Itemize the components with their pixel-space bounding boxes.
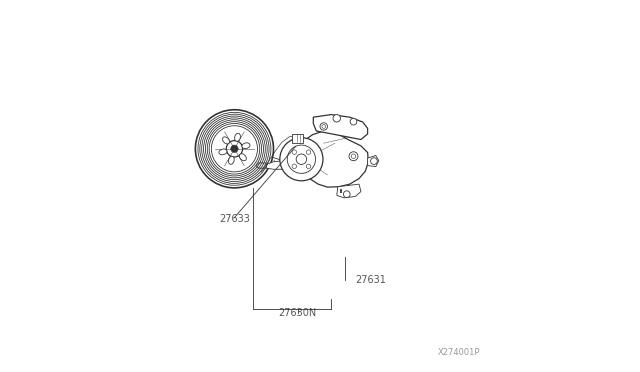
Circle shape: [333, 115, 340, 122]
Circle shape: [349, 152, 358, 161]
Polygon shape: [367, 155, 379, 167]
Circle shape: [287, 145, 316, 173]
Circle shape: [307, 150, 311, 154]
Text: 27631: 27631: [355, 275, 386, 285]
FancyBboxPatch shape: [292, 134, 303, 143]
Ellipse shape: [239, 154, 246, 161]
Text: 27633: 27633: [220, 215, 250, 224]
Ellipse shape: [219, 149, 227, 155]
Circle shape: [231, 145, 238, 153]
Ellipse shape: [235, 133, 241, 141]
Text: 27630N: 27630N: [278, 308, 317, 318]
Circle shape: [211, 126, 257, 172]
Circle shape: [350, 118, 357, 125]
Circle shape: [292, 150, 296, 154]
Polygon shape: [303, 131, 369, 187]
Ellipse shape: [228, 156, 234, 164]
Circle shape: [344, 191, 350, 198]
Ellipse shape: [242, 143, 250, 149]
Text: X274001P: X274001P: [438, 348, 480, 357]
Circle shape: [280, 138, 323, 181]
Circle shape: [320, 123, 328, 130]
Circle shape: [296, 154, 307, 164]
Circle shape: [292, 164, 296, 169]
Circle shape: [227, 141, 243, 157]
Circle shape: [195, 110, 273, 188]
Polygon shape: [257, 163, 266, 168]
Polygon shape: [314, 115, 367, 140]
Ellipse shape: [223, 137, 230, 144]
Circle shape: [307, 164, 311, 169]
Circle shape: [371, 158, 378, 164]
Polygon shape: [266, 158, 303, 169]
Polygon shape: [337, 184, 361, 198]
